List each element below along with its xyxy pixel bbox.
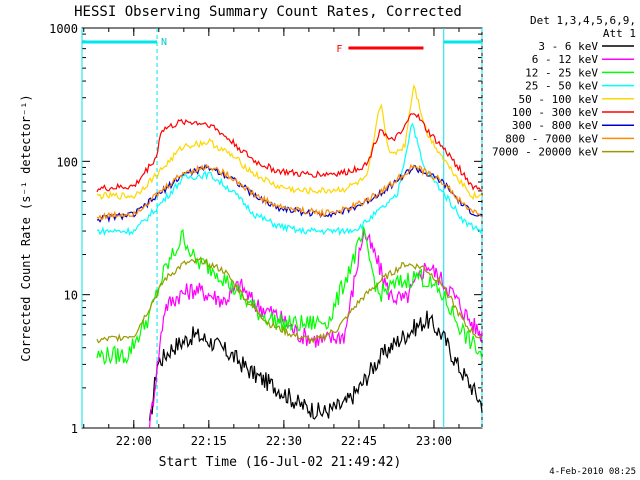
legend-label: 800 - 7000 keV xyxy=(505,132,598,145)
date-stamp: 4-Feb-2010 08:25 xyxy=(549,467,636,477)
series-line-5 xyxy=(96,113,483,193)
y-tick-label: 1 xyxy=(71,422,78,436)
x-tick-label: 22:15 xyxy=(191,434,227,448)
legend-label: 6 - 12 keV xyxy=(532,53,599,66)
legend-header-line-1: Det 1,3,4,5,6,9, xyxy=(530,14,636,27)
x-tick-label: 22:00 xyxy=(116,434,152,448)
series-line-1 xyxy=(148,229,483,429)
series-line-0 xyxy=(148,310,483,421)
series-lines xyxy=(96,83,483,429)
series-line-6 xyxy=(96,164,483,223)
y-axis-label: Corrected Count Rate (s⁻¹ detector⁻¹) xyxy=(19,94,33,361)
night-label: N xyxy=(161,37,167,48)
chart-title: HESSI Observing Summary Count Rates, Cor… xyxy=(74,4,462,20)
x-axis-label: Start Time (16-Jul-02 21:49:42) xyxy=(159,455,402,470)
x-ticks: 22:00 22:15 22:30 22:45 23:00 xyxy=(83,28,460,448)
legend-label: 100 - 300 keV xyxy=(512,106,598,119)
x-tick-label: 23:00 xyxy=(416,434,452,448)
series-line-2 xyxy=(96,226,483,366)
y-tick-label: 100 xyxy=(56,155,78,169)
series-line-3 xyxy=(96,122,483,237)
legend-label: 25 - 50 keV xyxy=(525,80,598,93)
x-tick-label: 22:30 xyxy=(266,434,302,448)
plot-frame xyxy=(81,27,483,429)
legend-label: 12 - 25 keV xyxy=(525,66,598,79)
legend-label: 3 - 6 keV xyxy=(538,40,598,53)
legend-label: 7000 - 20000 keV xyxy=(492,146,598,159)
flare-label: F xyxy=(336,44,342,55)
y-tick-label: 10 xyxy=(64,289,78,303)
x-tick-label: 22:45 xyxy=(341,434,377,448)
series-line-4 xyxy=(96,83,483,201)
series-line-7 xyxy=(96,163,483,221)
legend-label: 300 - 800 keV xyxy=(512,119,598,132)
y-tick-label: 1000 xyxy=(49,22,78,36)
legend-header-line-2: Att 1 xyxy=(603,27,636,40)
annotations: NF xyxy=(81,28,483,428)
series-line-8 xyxy=(96,256,483,345)
y-ticks: 1 10 100 1000 xyxy=(49,22,482,436)
legend-label: 50 - 100 keV xyxy=(519,93,599,106)
